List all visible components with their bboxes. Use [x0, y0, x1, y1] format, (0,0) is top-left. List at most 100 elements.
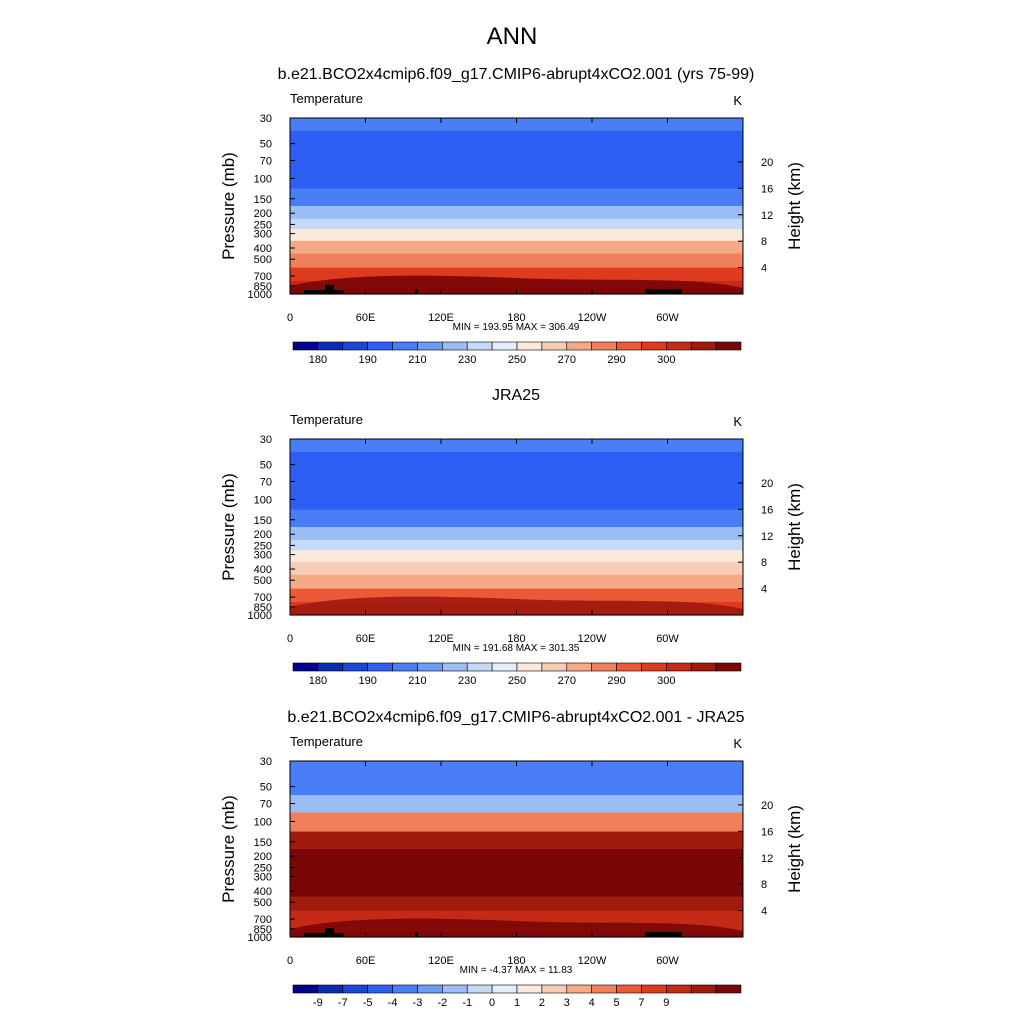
field-band-150mb: [290, 509, 743, 528]
y-tick-label: 400: [254, 564, 272, 576]
colorbar-label: 9: [663, 997, 669, 1009]
y-tick-label: 100: [254, 816, 272, 828]
y-right-tick-label: 4: [761, 263, 767, 275]
field-band-70mb: [290, 152, 743, 171]
colorbar-label: 190: [358, 354, 376, 366]
chart-panel-3: b.e21.BCO2x4cmip6.f09_g17.CMIP6-abrupt4x…: [219, 709, 804, 1009]
colorbar-swatch: [466, 662, 493, 672]
field-band-150mb: [290, 188, 743, 207]
panel-title: b.e21.BCO2x4cmip6.f09_g17.CMIP6-abrupt4x…: [287, 709, 744, 726]
colorbar-label: 7: [638, 997, 644, 1009]
y-right-axis-label: Height (km): [785, 162, 804, 250]
y-tick-label: 700: [254, 914, 272, 926]
y-axis-label: Pressure (mb): [219, 152, 238, 260]
colorbar-label: -5: [363, 997, 373, 1009]
x-tick-label: 180: [507, 312, 525, 324]
y-tick-label: 50: [260, 460, 272, 472]
colorbar-label: -7: [338, 997, 348, 1009]
colorbar-label: 4: [589, 997, 595, 1009]
chart-panel-1: b.e21.BCO2x4cmip6.f09_g17.CMIP6-abrupt4x…: [219, 66, 804, 366]
y-tick-label: 150: [254, 837, 272, 849]
field-band-300mb: [290, 549, 743, 563]
topography-africa: [304, 933, 344, 937]
colorbar-label: 230: [458, 354, 476, 366]
x-tick-label: 60W: [656, 955, 679, 967]
x-tick-label: 180: [507, 955, 525, 967]
field-band-250mb: [290, 218, 743, 230]
x-tick-label: 60W: [656, 312, 679, 324]
colorbar-swatch: [466, 984, 493, 994]
y-tick-label: 150: [254, 194, 272, 206]
y-tick-label: 400: [254, 886, 272, 898]
y-tick-label: 300: [254, 550, 272, 562]
x-tick-label: 60W: [656, 633, 679, 645]
topography-peak: [325, 285, 334, 290]
field-band-250mb: [290, 539, 743, 551]
y-right-tick-label: 16: [761, 826, 773, 838]
colorbar-swatch: [491, 984, 518, 994]
x-tick-label: 120E: [428, 312, 454, 324]
colorbar-swatch: [541, 662, 568, 672]
min-max-stats: MIN = -4.37 MAX = 11.83: [460, 965, 573, 976]
colorbar-label: 270: [558, 354, 576, 366]
y-tick-label: 150: [254, 515, 272, 527]
y-axis-label: Pressure (mb): [219, 795, 238, 903]
x-tick-label: 0: [287, 955, 293, 967]
colorbar-swatch: [641, 984, 667, 994]
surface-warm-layer: [290, 275, 743, 294]
colorbar-label: -4: [388, 997, 398, 1009]
colorbar-swatch: [566, 341, 592, 351]
colorbar-label: 290: [607, 354, 625, 366]
y-tick-label: 1000: [248, 932, 272, 944]
colorbar-swatch: [317, 341, 344, 351]
y-tick-label: 100: [254, 173, 272, 185]
figure-title: ANN: [487, 23, 538, 50]
colorbar-swatch: [616, 341, 642, 351]
x-tick-label: 0: [287, 312, 293, 324]
colorbar-swatch: [392, 662, 418, 672]
x-tick-label: 60E: [356, 633, 376, 645]
y-tick-label: 850: [254, 602, 272, 614]
colorbar-swatch: [666, 341, 692, 351]
y-right-tick-label: 12: [761, 853, 773, 865]
panel-title: JRA25: [492, 387, 540, 404]
colorbar-swatch: [641, 341, 667, 351]
surface-warm-layer: [290, 918, 743, 937]
colorbar-swatch: [342, 341, 368, 351]
y-tick-label: 300: [254, 872, 272, 884]
colorbar-swatch: [541, 341, 568, 351]
colorbar-label: 300: [657, 675, 675, 687]
y-tick-label: 850: [254, 924, 272, 936]
colorbar-swatch: [690, 984, 717, 994]
topography-peak: [325, 928, 334, 933]
colorbar-swatch: [591, 662, 617, 672]
x-tick-label: 0: [287, 633, 293, 645]
colorbar-swatch: [292, 984, 319, 994]
y-axis-label: Pressure (mb): [219, 473, 238, 581]
y-tick-label: 70: [260, 156, 272, 168]
field-band-300mb: [290, 871, 743, 885]
y-right-tick-label: 20: [761, 157, 773, 169]
colorbar-label: 290: [607, 675, 625, 687]
x-tick-label: 120E: [428, 633, 454, 645]
colorbar-label: 270: [558, 675, 576, 687]
units-label: K: [733, 414, 742, 429]
colorbar-swatch: [690, 662, 717, 672]
y-right-tick-label: 12: [761, 210, 773, 222]
field-band-30mb: [290, 118, 743, 132]
x-tick-label: 120E: [428, 955, 454, 967]
topography-asia: [415, 289, 418, 294]
field-band-50mb: [290, 773, 743, 796]
y-tick-label: 500: [254, 254, 272, 266]
y-tick-label: 200: [254, 851, 272, 863]
topography-americas: [645, 289, 682, 294]
variable-label: Temperature: [290, 734, 363, 749]
colorbar-swatch: [442, 984, 468, 994]
colorbar-label: 230: [458, 675, 476, 687]
colorbar-label: -3: [413, 997, 423, 1009]
y-tick-label: 100: [254, 494, 272, 506]
colorbar-swatch: [367, 984, 393, 994]
colorbar-swatch: [591, 984, 617, 994]
